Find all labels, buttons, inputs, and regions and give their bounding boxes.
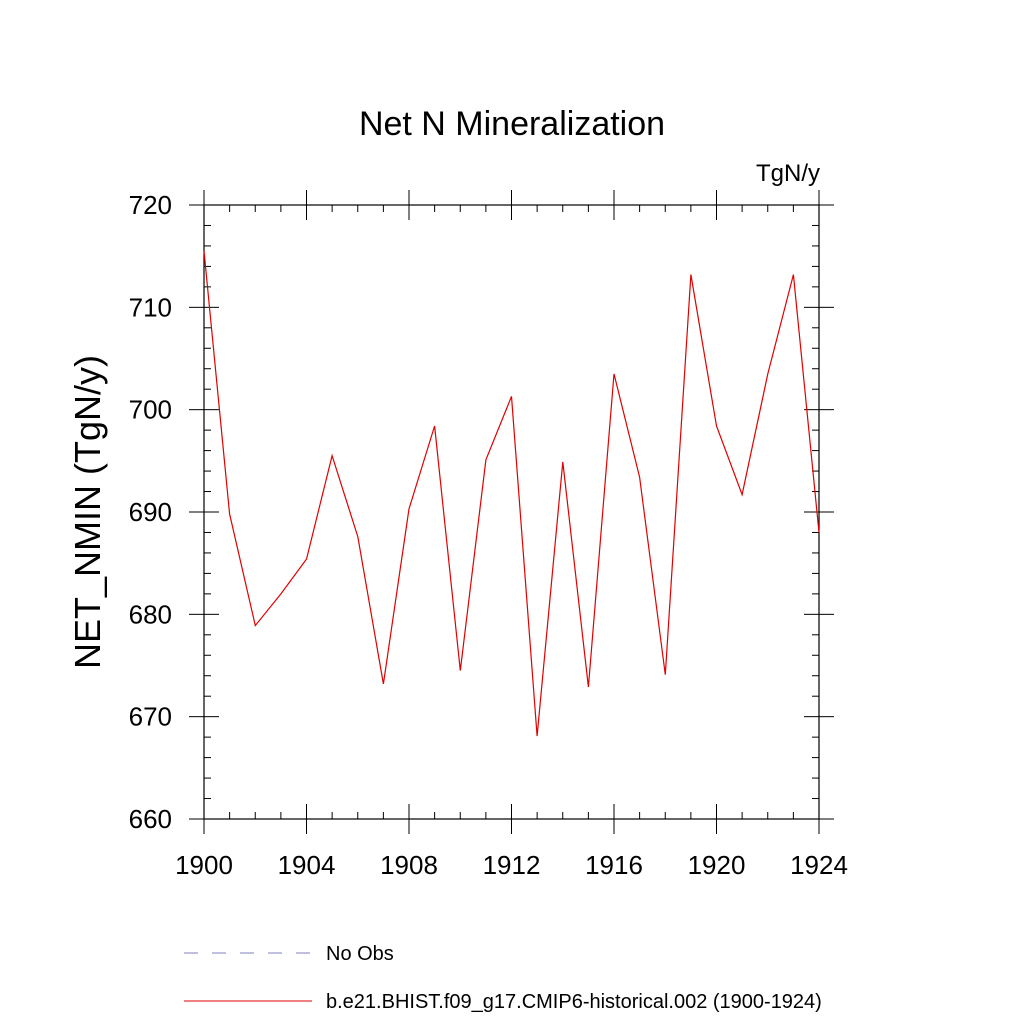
- units-label: TgN/y: [756, 160, 820, 187]
- x-tick-label: 1924: [790, 850, 848, 880]
- chart-title: Net N Mineralization: [359, 105, 665, 143]
- x-tick-label: 1912: [483, 850, 541, 880]
- y-tick-label: 720: [129, 190, 172, 220]
- x-tick-label: 1904: [278, 850, 336, 880]
- y-tick-label: 700: [129, 395, 172, 425]
- x-tick-label: 1908: [380, 850, 438, 880]
- series-line-1: [203, 250, 820, 737]
- y-tick-label: 660: [129, 804, 172, 834]
- x-tick-label: 1916: [585, 850, 643, 880]
- y-axis-label: NET_NMIN (TgN/y): [67, 355, 108, 669]
- x-tick-label: 1900: [175, 850, 233, 880]
- plot-frame: [203, 204, 820, 820]
- axes: 1900 1904 1908 1912 1916 1920 1924 660 670 680 690…: [129, 190, 848, 880]
- legend: No Obs b.e21.BHIST.f09_g17.CMIP6-historic…: [184, 943, 822, 1013]
- series-layer: [203, 250, 820, 737]
- legend-label-0: No Obs: [326, 943, 394, 965]
- x-tick-label: 1920: [688, 850, 746, 880]
- y-tick-label: 710: [129, 292, 172, 322]
- legend-label-1: b.e21.BHIST.f09_g17.CMIP6-historical.002…: [326, 991, 822, 1013]
- y-tick-label: 690: [129, 497, 172, 527]
- y-tick-label: 680: [129, 599, 172, 629]
- y-tick-label: 670: [129, 702, 172, 732]
